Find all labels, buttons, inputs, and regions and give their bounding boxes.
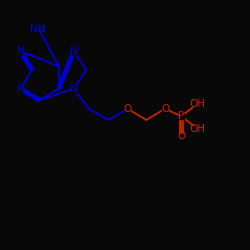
Bar: [193, 126, 202, 132]
Bar: [18, 48, 23, 54]
Bar: [18, 86, 23, 92]
Text: OH: OH: [190, 124, 206, 134]
Text: O: O: [123, 104, 132, 114]
Bar: [71, 86, 76, 92]
Text: O: O: [161, 104, 169, 114]
Text: OH: OH: [190, 99, 206, 109]
Text: N: N: [16, 46, 24, 56]
Text: P: P: [178, 111, 184, 121]
Text: O: O: [177, 131, 186, 141]
Bar: [125, 106, 130, 112]
Text: N: N: [70, 84, 78, 94]
Bar: [71, 48, 76, 54]
Text: N: N: [16, 84, 24, 94]
Text: NH: NH: [30, 24, 45, 34]
Bar: [193, 101, 202, 106]
Text: N: N: [70, 46, 78, 56]
Bar: [178, 114, 184, 119]
Bar: [178, 134, 184, 139]
Text: 2: 2: [41, 25, 46, 34]
Bar: [162, 106, 168, 112]
